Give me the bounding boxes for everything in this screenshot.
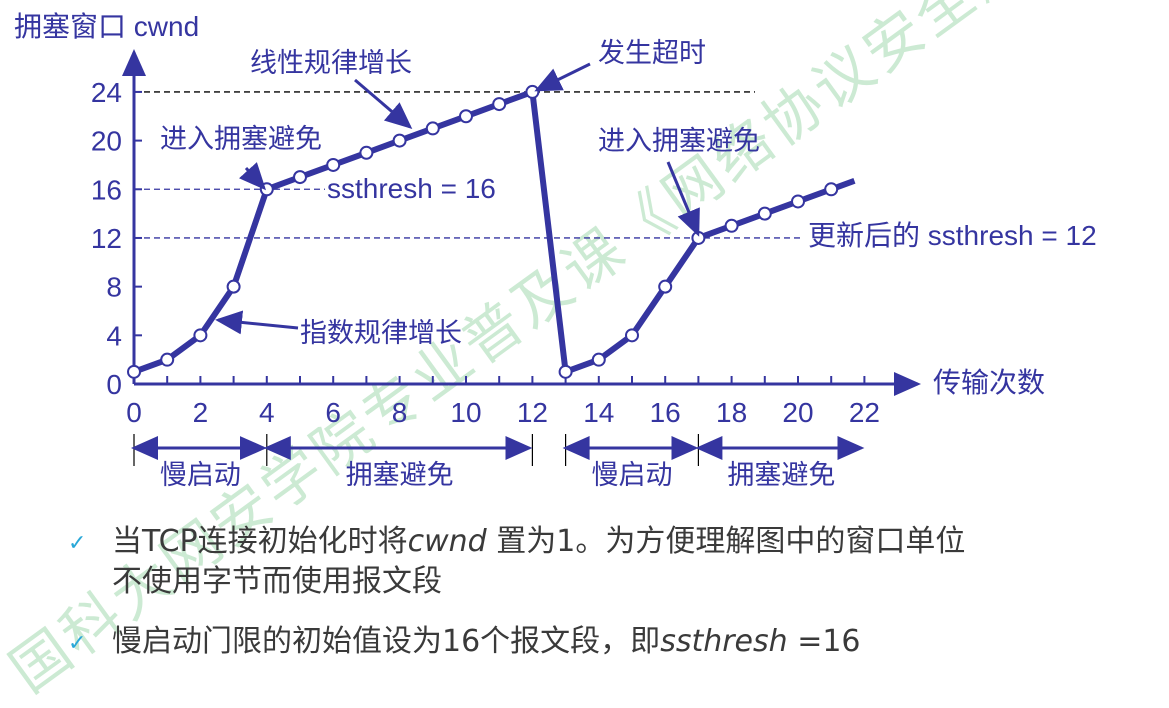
x-tick-label: 20 [782,397,813,428]
data-point [791,194,805,209]
bullet-1-text-2: 置为1。为方便理解图中的窗口单位 [486,524,966,559]
annotation-enter-ca-1: 进入拥塞避免 [160,124,322,155]
data-point [127,364,141,379]
x-tick-label: 14 [583,397,614,428]
bullet-2-text-2: =16 [787,624,861,659]
phase-label: 慢启动 [592,460,673,491]
data-point [492,97,507,112]
data-point [558,364,573,379]
data-point [724,218,739,233]
y-tick-label: 4 [106,320,122,351]
check-icon: ✓ [68,531,87,556]
x-tick-label: 8 [392,397,408,428]
data-point [757,206,772,221]
y-tick-label: 16 [91,174,122,205]
x-tick-label: 6 [325,397,341,428]
x-tick-label: 10 [450,397,481,428]
annotation-timeout: 发生超时 [598,38,706,69]
y-tick-label: 0 [106,369,122,400]
data-point [193,328,208,343]
data-point [625,328,639,343]
bullet-1-em: cwnd [407,524,487,559]
y-tick-label: 8 [106,272,122,303]
phase-label: 慢启动 [160,460,241,491]
data-point [591,352,606,367]
arrow-exponential [215,310,299,335]
phase-label: 拥塞避免 [346,460,454,491]
x-tick-label: 2 [193,397,209,428]
y-tick-label: 24 [91,77,122,108]
phase-label: 拥塞避免 [727,460,835,491]
ssthresh-12-label: 更新后的 ssthresh = 12 [808,220,1097,251]
x-tick-label: 12 [517,397,548,428]
x-tick-label: 4 [259,397,275,428]
data-point [658,279,673,294]
arrow-linear [354,78,413,129]
data-point [459,109,473,124]
data-point [160,352,175,367]
annotation-linear: 线性规律增长 [250,48,412,79]
y-axis-title: 拥塞窗口 cwnd [14,11,199,42]
arrow-enter-ca-2 [666,161,700,237]
x-axis-title: 传输次数 [933,367,1045,398]
ssthresh-16-label: ssthresh = 16 [327,173,496,204]
arrow-timeout [534,62,591,92]
x-tick-label: 18 [716,397,747,428]
data-point [226,279,241,294]
arrow-enter-ca-1 [239,162,267,191]
data-point [525,84,540,99]
y-tick-label: 12 [91,223,122,254]
check-icon: ✓ [68,631,87,656]
data-point [392,133,407,148]
data-point [425,121,440,136]
annotation-enter-ca-2: 进入拥塞避免 [598,126,760,157]
data-point [293,170,307,185]
bullet-1-line-2: 不使用字节而使用报文段 [112,564,442,599]
x-tick-label: 22 [849,397,880,428]
y-tick-label: 20 [91,126,122,157]
bullet-2-em: ssthresh [660,624,788,659]
x-tick-label: 16 [650,397,681,428]
data-point [824,182,839,197]
annotation-exponential: 指数规律增长 [300,318,462,349]
bullet-1-text: 当TCP连接初始化时将 [112,524,408,559]
data-point [359,145,374,160]
data-point [326,157,341,172]
x-tick-label: 0 [126,397,142,428]
bullet-2-text: 慢启动门限的初始值设为16个报文段，即 [112,624,661,659]
